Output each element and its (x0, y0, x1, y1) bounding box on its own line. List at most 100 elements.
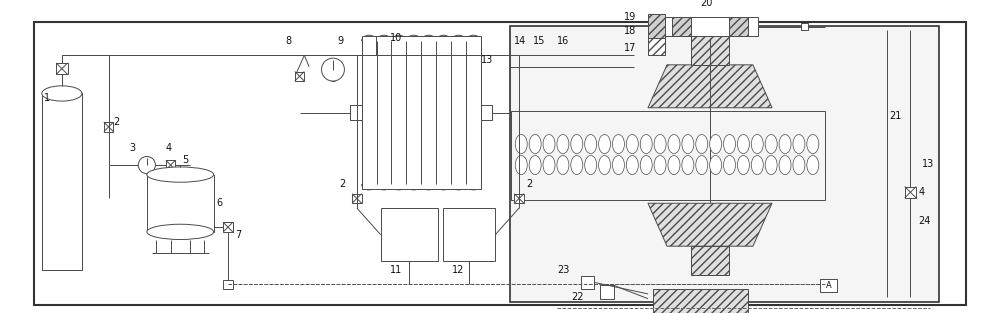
Text: 24: 24 (918, 216, 930, 226)
Ellipse shape (585, 135, 597, 154)
Ellipse shape (807, 135, 819, 154)
Text: 12: 12 (452, 265, 465, 275)
Text: 16: 16 (557, 36, 570, 46)
Text: 4: 4 (918, 187, 924, 197)
Ellipse shape (765, 156, 777, 175)
Bar (362, 36, 481, 189)
Text: 21: 21 (889, 111, 902, 121)
Bar (729, 17, 748, 36)
Text: 20: 20 (700, 0, 713, 8)
Bar (42, 94, 82, 270)
Text: 5: 5 (182, 155, 188, 165)
Bar (691, 246, 729, 275)
Ellipse shape (626, 156, 638, 175)
Bar (510, 26, 939, 301)
Ellipse shape (668, 156, 680, 175)
Ellipse shape (529, 135, 541, 154)
Ellipse shape (682, 135, 694, 154)
Ellipse shape (654, 135, 666, 154)
Ellipse shape (543, 156, 555, 175)
Bar (511, 110, 825, 200)
Bar (820, 279, 837, 292)
Bar (352, 194, 362, 203)
Text: 3: 3 (130, 143, 136, 153)
Ellipse shape (793, 156, 805, 175)
Ellipse shape (599, 156, 611, 175)
Ellipse shape (696, 156, 708, 175)
Bar (600, 285, 614, 299)
Bar (295, 71, 304, 81)
Polygon shape (648, 65, 772, 108)
Bar (662, 17, 758, 36)
Bar (443, 208, 495, 260)
Bar (514, 194, 524, 203)
Ellipse shape (612, 135, 624, 154)
Ellipse shape (779, 135, 791, 154)
Bar (648, 38, 665, 55)
Bar (166, 160, 175, 170)
Ellipse shape (557, 135, 569, 154)
Ellipse shape (724, 135, 736, 154)
Ellipse shape (147, 167, 214, 182)
Ellipse shape (515, 135, 527, 154)
Ellipse shape (515, 156, 527, 175)
Text: A: A (825, 281, 831, 290)
Ellipse shape (529, 156, 541, 175)
Ellipse shape (737, 135, 749, 154)
Ellipse shape (322, 58, 344, 81)
Bar (672, 17, 691, 36)
Bar (801, 23, 808, 30)
Text: 7: 7 (236, 230, 242, 240)
Ellipse shape (737, 156, 749, 175)
Text: 13: 13 (481, 55, 493, 65)
Ellipse shape (751, 135, 763, 154)
Ellipse shape (807, 156, 819, 175)
Text: 17: 17 (624, 43, 636, 53)
Text: 19: 19 (624, 12, 636, 22)
Text: 6: 6 (217, 198, 223, 208)
Ellipse shape (710, 156, 722, 175)
Ellipse shape (668, 135, 680, 154)
Text: 15: 15 (533, 36, 546, 46)
Ellipse shape (585, 156, 597, 175)
Text: 10: 10 (390, 33, 402, 43)
Ellipse shape (626, 135, 638, 154)
Bar (581, 276, 594, 289)
Ellipse shape (138, 156, 155, 174)
Text: 11: 11 (390, 265, 402, 275)
Polygon shape (648, 203, 772, 246)
Bar (223, 222, 233, 232)
Bar (56, 63, 68, 74)
Bar (223, 280, 233, 289)
Ellipse shape (793, 135, 805, 154)
Ellipse shape (571, 156, 583, 175)
Ellipse shape (543, 135, 555, 154)
Bar (481, 105, 492, 120)
Bar (147, 175, 214, 232)
Bar (648, 14, 665, 38)
Text: 23: 23 (557, 265, 570, 275)
Bar (691, 36, 729, 65)
Ellipse shape (640, 135, 652, 154)
Text: 22: 22 (572, 292, 584, 302)
Text: 2: 2 (113, 117, 120, 127)
Text: 1: 1 (44, 93, 50, 103)
Text: 14: 14 (514, 36, 527, 46)
Ellipse shape (751, 156, 763, 175)
Ellipse shape (147, 224, 214, 239)
Bar (104, 122, 113, 132)
Ellipse shape (599, 135, 611, 154)
Ellipse shape (612, 156, 624, 175)
Ellipse shape (42, 86, 82, 101)
Ellipse shape (696, 135, 708, 154)
Bar (653, 289, 748, 313)
Bar (381, 208, 438, 260)
Ellipse shape (724, 156, 736, 175)
Bar (350, 105, 362, 120)
Ellipse shape (779, 156, 791, 175)
Ellipse shape (765, 135, 777, 154)
Ellipse shape (710, 135, 722, 154)
Bar (905, 187, 916, 198)
Text: 9: 9 (338, 36, 344, 46)
Text: 4: 4 (166, 143, 172, 153)
